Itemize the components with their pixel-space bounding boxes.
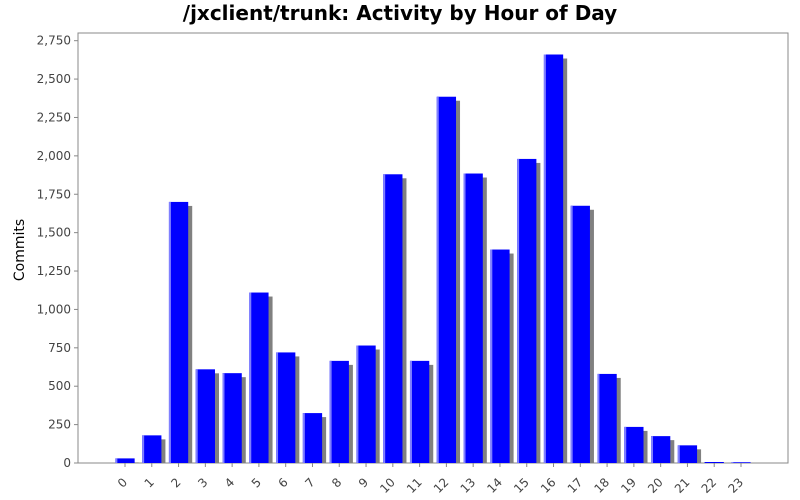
bar-hour-12 [436, 96, 457, 463]
bar-hour-8 [329, 360, 349, 463]
x-tick-label: 0 [115, 475, 130, 490]
y-tick-label: 1,250 [37, 264, 71, 278]
bar-hour-3 [195, 369, 215, 463]
bar-hour-4 [222, 373, 242, 463]
x-tick-label: 14 [484, 475, 505, 496]
x-tick-label: 4 [222, 475, 237, 490]
bar-highlight [329, 360, 332, 463]
y-tick-label: 1,500 [37, 226, 71, 240]
x-tick-label: 21 [672, 475, 693, 496]
y-axis-ticks: 0 250 500 750 1,000 1,250 1,500 1,750 2,000 2,250… [37, 34, 78, 470]
x-tick-label: 20 [645, 475, 666, 496]
x-tick-label: 23 [725, 475, 746, 496]
bar-highlight [356, 345, 359, 463]
bar-hour-9 [356, 345, 376, 463]
bar-hour-10 [383, 174, 403, 464]
bar-hour-21 [677, 445, 698, 463]
y-tick-label: 2,750 [37, 34, 71, 48]
bar-highlight [383, 174, 386, 464]
y-tick-label: 1,000 [37, 302, 71, 316]
bar-highlight [543, 54, 546, 463]
bar-hour-19 [624, 426, 644, 463]
bar-hour-5 [249, 292, 269, 463]
bar-highlight [624, 426, 627, 463]
bar-highlight [490, 249, 493, 463]
x-tick-label: 11 [404, 475, 425, 496]
bar-highlight [142, 435, 145, 463]
bar-highlight [302, 413, 305, 463]
bar-hour-18 [597, 373, 617, 463]
x-tick-label: 15 [511, 475, 532, 496]
bar-hour-17 [570, 205, 590, 463]
x-tick-label: 2 [168, 475, 183, 490]
x-tick-label: 22 [699, 475, 720, 496]
bar-highlight [597, 373, 600, 463]
x-tick-label: 1 [142, 475, 157, 490]
bar-hour-20 [651, 436, 671, 463]
x-tick-label: 13 [458, 475, 479, 496]
y-axis-label: Commits [12, 219, 28, 281]
y-tick-label: 0 [63, 456, 71, 470]
x-tick-label: 19 [618, 475, 639, 496]
bars-group [115, 54, 751, 464]
x-tick-label: 9 [356, 475, 371, 490]
bar-hour-1 [142, 435, 162, 463]
x-tick-label: 18 [592, 475, 613, 496]
chart-title: /jxclient/trunk: Activity by Hour of Day [183, 1, 617, 25]
x-tick-label: 7 [302, 475, 317, 490]
bar-hour-15 [517, 158, 537, 463]
bar-highlight [115, 458, 118, 463]
y-tick-label: 2,250 [37, 110, 71, 124]
x-tick-label: 12 [431, 475, 452, 496]
bar-highlight [168, 201, 171, 463]
bar-hour-6 [276, 352, 296, 463]
bar-hour-23 [731, 462, 751, 463]
bar-highlight [517, 158, 520, 463]
bar-hour-11 [409, 360, 430, 463]
bar-highlight [222, 373, 225, 463]
y-tick-label: 250 [48, 418, 71, 432]
bar-highlight [276, 352, 279, 463]
x-tick-label: 3 [195, 475, 210, 490]
y-tick-label: 2,500 [37, 72, 71, 86]
bar-highlight [677, 445, 680, 463]
x-tick-label: 5 [249, 475, 264, 490]
y-tick-label: 500 [48, 379, 71, 393]
bar-hour-16 [543, 54, 564, 463]
bar-highlight [570, 205, 573, 463]
x-tick-label: 8 [329, 475, 344, 490]
bar-highlight [195, 369, 198, 463]
x-tick-label: 10 [377, 475, 398, 496]
x-axis-ticks: 0 1 2 3 4 5 6 7 8 9 10 11 12 13 14 15 16 17 18 19 20 21 22 23 [115, 463, 746, 496]
bar-hour-13 [463, 173, 483, 463]
bar-highlight [436, 96, 439, 463]
bar-highlight [249, 292, 252, 463]
bar-hour-7 [302, 413, 323, 463]
x-tick-label: 6 [276, 475, 291, 490]
x-tick-label: 16 [538, 475, 559, 496]
bar-highlight [651, 436, 654, 463]
bar-highlight [731, 462, 734, 463]
bar-highlight [463, 173, 466, 463]
bar-hour-14 [490, 249, 510, 463]
x-tick-label: 17 [565, 475, 586, 496]
bar-hour-22 [704, 462, 724, 463]
y-tick-label: 1,750 [37, 187, 71, 201]
bar-hour-2 [168, 201, 189, 463]
bar-highlight [409, 360, 412, 463]
y-tick-label: 2,000 [37, 149, 71, 163]
bar-hour-0 [115, 458, 135, 463]
y-tick-label: 750 [48, 341, 71, 355]
